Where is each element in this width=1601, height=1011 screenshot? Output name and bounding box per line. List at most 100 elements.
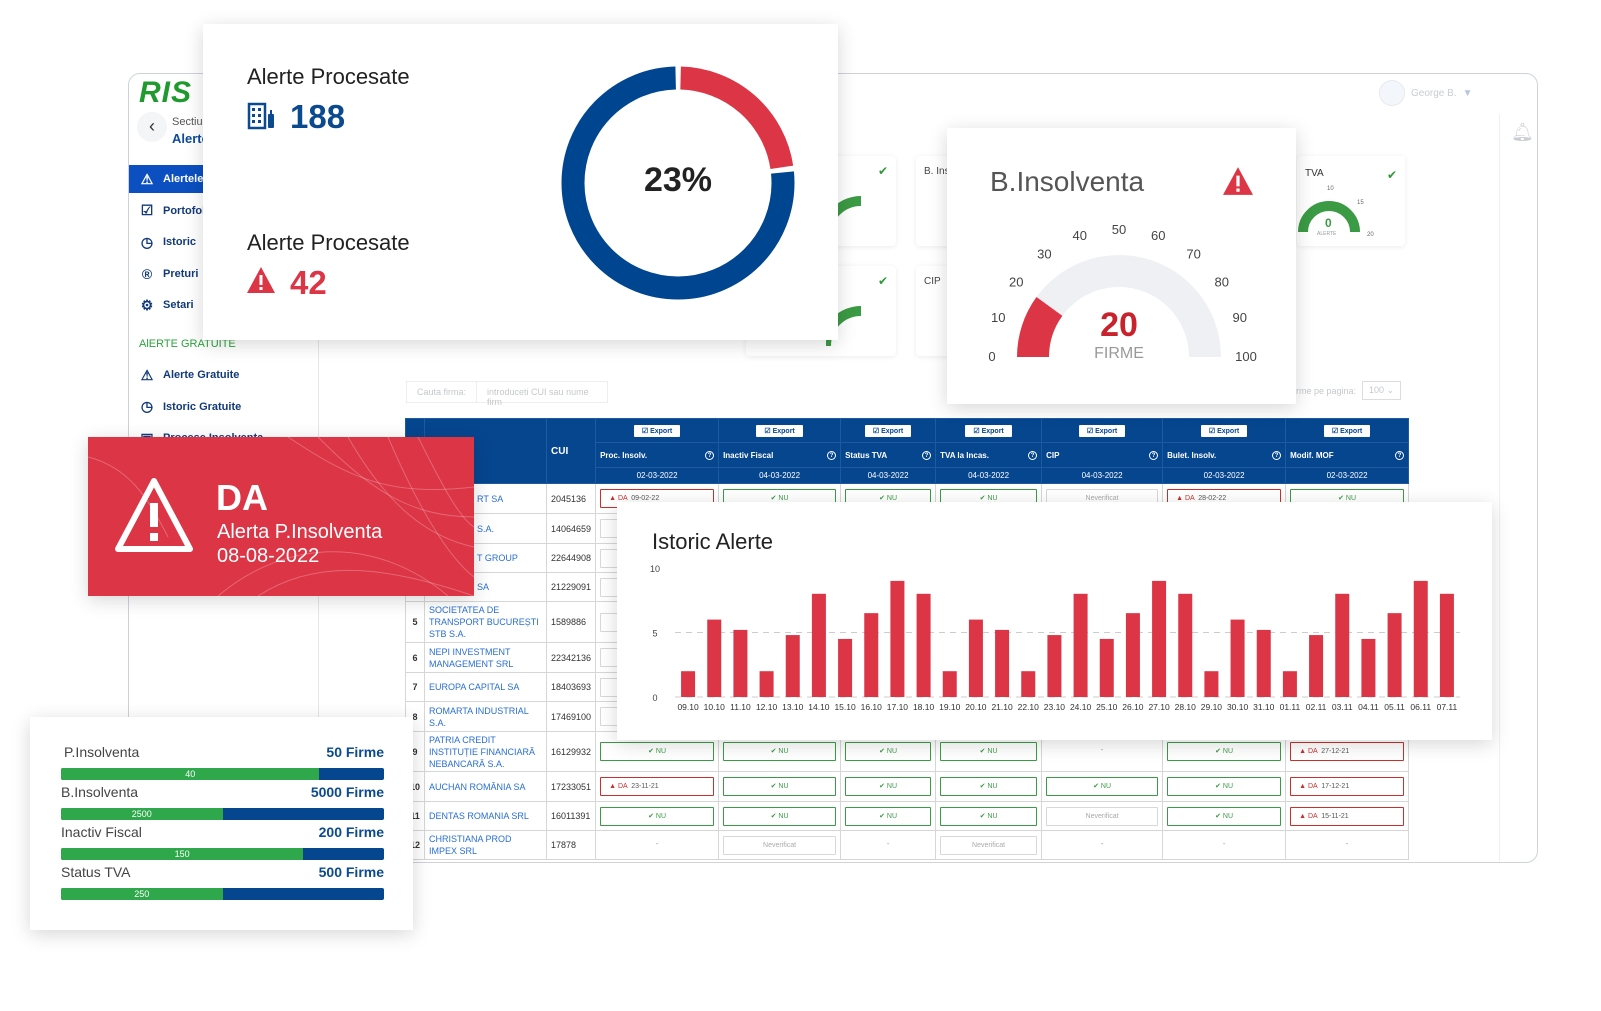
export-button[interactable]: ☑ Export [756,424,803,437]
bar[interactable] [1021,671,1036,697]
help-icon[interactable]: ? [705,450,715,460]
bar[interactable] [1125,613,1140,697]
status-badge[interactable]: - [1290,836,1404,855]
company-name[interactable]: DENTAS ROMANIA SRL [424,801,548,831]
bar[interactable] [838,638,853,697]
status-badge[interactable]: ▲ DA 17-12-21 [1290,777,1405,796]
status-badge[interactable]: - [1167,836,1281,855]
status-badge[interactable]: ✔ NU [940,742,1038,761]
status-badge[interactable]: Neverificat [940,835,1038,855]
export-button[interactable]: ☑ Export [965,424,1012,437]
status-badge[interactable]: - [1046,742,1158,761]
bar[interactable] [1204,671,1219,697]
status-badge[interactable]: - [845,836,931,855]
bar[interactable] [1439,593,1454,697]
status-badge[interactable]: ✔ NU [940,806,1038,826]
status-badge[interactable]: ✔ NU [1167,777,1282,796]
status-badge[interactable]: Neverificat [723,835,837,855]
column-header[interactable]: CIP? [1041,442,1164,468]
user-menu[interactable]: George B. ▼ [1379,80,1473,106]
help-icon[interactable]: ? [1028,450,1038,460]
status-badge[interactable]: ▲ DA 23-11-21 [600,777,715,796]
status-badge[interactable]: ✔ NU [1167,806,1282,826]
sidebar-item-setari[interactable]: ⚙ Setari [129,291,319,319]
help-icon[interactable]: ? [1272,450,1282,460]
status-badge[interactable]: Neverificat [1046,806,1159,826]
bell-icon[interactable]: 🔔︎ [1511,122,1534,142]
company-name[interactable]: EUROPA CAPITAL SA [424,672,548,702]
status-badge[interactable]: ✔ NU [845,806,932,826]
export-button[interactable]: ☑ Export [1323,424,1371,437]
help-icon[interactable]: ? [1395,450,1405,460]
bar[interactable] [1335,593,1350,697]
column-header[interactable]: Status TVA? [840,442,937,468]
status-badge[interactable]: ✔ NU [600,742,715,761]
status-badge[interactable]: ✔ NU [1046,777,1159,796]
column-header[interactable]: TVA la Incas.? [935,442,1043,468]
bar[interactable] [681,671,696,697]
bar[interactable] [785,635,800,697]
table-row[interactable]: 10 AUCHAN ROMÂNIA SA 17233051 ▲ DA 23-11-21… [404,771,1410,802]
sidebar-item-preturi[interactable]: ® Preturi [129,260,319,288]
bar[interactable] [995,629,1010,697]
bar[interactable] [1099,638,1114,697]
status-badge[interactable]: ✔ NU [1167,742,1282,761]
bar[interactable] [1073,593,1088,697]
company-name[interactable]: CHRISTIANA PROD IMPEX SRL [424,830,548,860]
status-badge[interactable]: ✔ NU [723,777,837,796]
bar[interactable] [1413,580,1428,697]
bar[interactable] [916,593,931,697]
company-name[interactable]: NEPI INVESTMENT MANAGEMENT SRL [424,642,548,673]
status-badge[interactable]: ✔ NU [600,806,715,826]
column-header[interactable]: Modif. MOF? [1285,442,1410,468]
bar[interactable] [890,580,905,697]
bar[interactable] [1387,613,1402,697]
status-badge[interactable]: ✔ NU [723,742,837,761]
column-header[interactable]: Bulet. Insolv.? [1162,442,1287,468]
tva-card[interactable]: TVA ✔ 0 ALERTE 10 15 20 [1297,156,1405,246]
company-name[interactable]: SOCIETATEA DE TRANSPORT BUCUREȘTI STB S.… [424,601,548,643]
bar[interactable] [1309,635,1324,697]
table-row[interactable]: 11 DENTAS ROMANIA SRL 16011391 ✔ NU ✔ NU ✔ NU… [404,801,1410,831]
bar[interactable] [1047,635,1062,697]
bar[interactable] [1282,671,1297,697]
help-icon[interactable]: ? [1149,450,1159,460]
status-badge[interactable]: ▲ DA 27-12-21 [1290,742,1405,761]
bar[interactable] [942,671,957,697]
column-header[interactable]: Inactiv Fiscal? [718,442,842,468]
bar[interactable] [811,593,826,697]
export-button[interactable]: ☑ Export [1078,424,1126,437]
status-badge[interactable]: ✔ NU [940,777,1038,796]
status-badge[interactable]: - [1046,836,1158,855]
company-name[interactable]: ROMARTA INDUSTRIAL S.A. [424,701,548,732]
bar[interactable] [707,619,722,697]
sidebar-item-alerte-gratuite[interactable]: ⚠ Alerte Gratuite [129,361,319,389]
sidebar-item-istoric-gratuite[interactable]: ◷ Istoric Gratuite [129,393,319,421]
status-badge[interactable]: - [600,836,714,855]
help-icon[interactable]: ? [922,450,932,460]
status-badge[interactable]: ✔ NU [723,806,837,826]
bar[interactable] [1230,619,1245,697]
export-button[interactable]: ☑ Export [1200,424,1248,437]
bar[interactable] [733,629,748,697]
status-badge[interactable]: ✔ NU [845,777,932,796]
search-input[interactable]: introduceti CUI sau nume firm [487,387,589,407]
export-button[interactable]: ☑ Export [633,424,681,437]
bar[interactable] [1152,580,1167,697]
bar[interactable] [968,619,983,697]
company-name[interactable]: PATRIA CREDIT INSTITUȚIE FINANCIARĂ NEBA… [424,731,548,772]
table-row[interactable]: 12 CHRISTIANA PROD IMPEX SRL 17878- Neverif… [404,830,1410,860]
export-button[interactable]: ☑ Export [864,424,912,437]
bar[interactable] [1256,629,1271,697]
back-button[interactable]: ‹ [137,112,167,142]
column-header[interactable]: Proc. Insolv.? [595,442,720,468]
sidebar-item-istoric[interactable]: ◷ Istoric [129,228,319,256]
bar[interactable] [864,613,879,697]
per-page-select[interactable]: 100 ⌄ [1362,381,1402,400]
bar[interactable] [1361,638,1376,697]
bar[interactable] [1178,593,1193,697]
status-badge[interactable]: ✔ NU [845,742,932,761]
sidebar-item-portofoliu[interactable]: ☑ Portofoliu [129,197,319,225]
bar[interactable] [759,671,774,697]
status-badge[interactable]: ▲ DA 15-11-21 [1290,806,1405,826]
